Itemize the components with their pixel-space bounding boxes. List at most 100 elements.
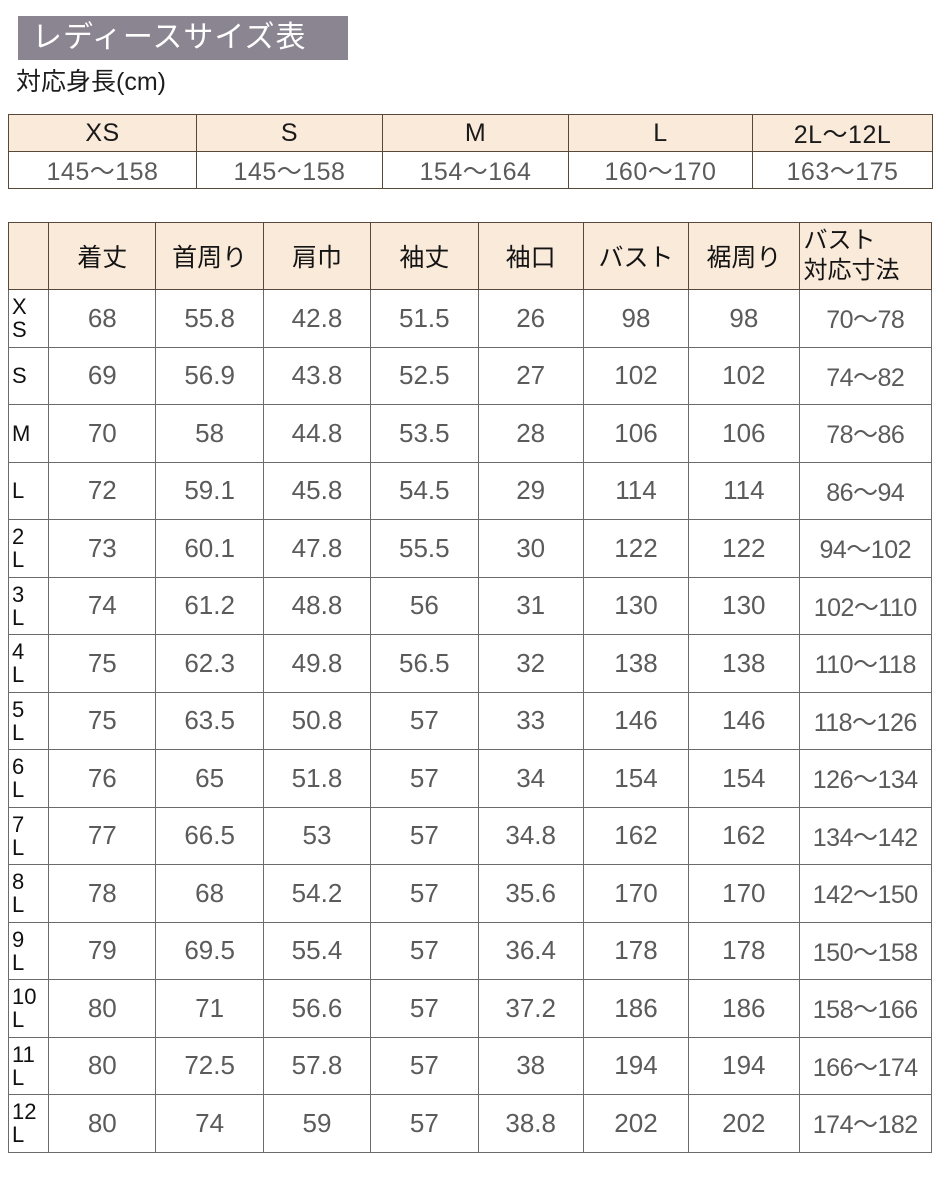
- row-size-label-top: 10: [12, 984, 37, 1010]
- height-table-size-row: XS S M L 2L～12L: [8, 114, 933, 152]
- height-size-cell: M: [382, 114, 569, 152]
- cell-bust-fit-range: 74～82: [798, 346, 932, 405]
- table-cell: 98: [582, 289, 690, 348]
- row-size-label: 10 L: [7, 979, 50, 1038]
- column-header-kubimawari: 首周り: [155, 222, 264, 290]
- table-row: 2 L 73 60.1 47.8 55.5 30 122 122 94～102: [7, 519, 932, 578]
- column-header-sodeguchi: 袖口: [477, 222, 584, 290]
- cell-bust-fit-range: 94～102: [798, 519, 932, 578]
- table-cell: 50.8: [262, 691, 372, 750]
- table-cell: 65: [155, 749, 264, 808]
- row-size-label-top: 11: [12, 1041, 35, 1067]
- table-cell: 35.6: [477, 864, 584, 923]
- cell-bust-fit-range: 102～110: [798, 576, 932, 635]
- column-header-katahaba: 肩巾: [262, 222, 372, 290]
- table-cell: 34: [477, 749, 584, 808]
- table-cell: 80: [48, 979, 157, 1038]
- row-size-label: 11 L: [7, 1036, 50, 1095]
- table-cell: 186: [688, 979, 800, 1038]
- table-cell: 59: [262, 1094, 372, 1153]
- measurements-body: X S 68 55.8 42.8 51.5 26 98 98 70～78 S 69 56.9 43.8 52…: [7, 289, 932, 1153]
- row-size-label-bottom: L: [12, 719, 25, 745]
- table-cell: 58: [155, 404, 264, 463]
- table-cell: 45.8: [262, 461, 372, 520]
- table-cell: 38.8: [477, 1094, 584, 1153]
- height-value-cell: 145～158: [8, 151, 197, 189]
- table-cell: 194: [688, 1036, 800, 1095]
- table-cell: 44.8: [262, 404, 372, 463]
- column-header-susomawari: 裾周り: [688, 222, 800, 290]
- row-size-label: L: [7, 461, 50, 520]
- table-cell: 53.5: [370, 404, 479, 463]
- table-cell: 202: [582, 1094, 690, 1153]
- table-cell: 170: [688, 864, 800, 923]
- table-cell: 47.8: [262, 519, 372, 578]
- table-cell: 56.6: [262, 979, 372, 1038]
- table-cell: 114: [582, 461, 690, 520]
- row-size-label-top: 12: [12, 1099, 37, 1125]
- table-cell: 138: [688, 634, 800, 693]
- table-cell: 30: [477, 519, 584, 578]
- table-cell: 66.5: [155, 806, 264, 865]
- table-cell: 79: [48, 921, 157, 980]
- table-cell: 178: [582, 921, 690, 980]
- cell-bust-fit-range: 70～78: [798, 289, 932, 348]
- table-cell: 72.5: [155, 1036, 264, 1095]
- table-cell: 154: [688, 749, 800, 808]
- table-cell: 68: [48, 289, 157, 348]
- row-size-label-top: 4: [12, 639, 25, 665]
- row-size-label-bottom: L: [12, 892, 25, 918]
- table-cell: 114: [688, 461, 800, 520]
- table-row: 12 L 80 74 59 57 38.8 202 202 174～182: [7, 1094, 932, 1153]
- table-cell: 122: [688, 519, 800, 578]
- table-row: 5 L 75 63.5 50.8 57 33 146 146 118～126: [7, 691, 932, 750]
- table-cell: 32: [477, 634, 584, 693]
- table-cell: 55.5: [370, 519, 479, 578]
- row-size-label-top: S: [12, 363, 27, 389]
- row-size-label: 12 L: [7, 1094, 50, 1153]
- table-cell: 146: [582, 691, 690, 750]
- page-title: レディースサイズ表: [32, 21, 307, 54]
- table-cell: 33: [477, 691, 584, 750]
- title-banner: レディースサイズ表: [18, 16, 348, 60]
- table-cell: 57.8: [262, 1036, 372, 1095]
- height-table-value-row: 145～158 145～158 154～164 160～170 163～175: [8, 151, 933, 189]
- table-cell: 57: [370, 864, 479, 923]
- table-cell: 56: [370, 576, 479, 635]
- table-cell: 70: [48, 404, 157, 463]
- row-size-label-top: 2: [12, 524, 25, 550]
- cell-bust-fit-range: 134～142: [798, 806, 932, 865]
- table-cell: 57: [370, 691, 479, 750]
- row-size-label-top: 7: [12, 811, 25, 837]
- table-cell: 80: [48, 1036, 157, 1095]
- cell-bust-fit-range: 150～158: [798, 921, 932, 980]
- table-cell: 138: [582, 634, 690, 693]
- table-row: 9 L 79 69.5 55.4 57 36.4 178 178 150～158: [7, 921, 932, 980]
- table-row: 8 L 78 68 54.2 57 35.6 170 170 142～150: [7, 864, 932, 923]
- table-cell: 43.8: [262, 346, 372, 405]
- row-size-label-top: 6: [12, 754, 25, 780]
- table-cell: 60.1: [155, 519, 264, 578]
- table-cell: 68: [155, 864, 264, 923]
- table-row: X S 68 55.8 42.8 51.5 26 98 98 70～78: [7, 289, 932, 348]
- table-cell: 31: [477, 576, 584, 635]
- cell-bust-fit-range: 166～174: [798, 1036, 932, 1095]
- table-cell: 106: [688, 404, 800, 463]
- table-cell: 48.8: [262, 576, 372, 635]
- height-size-cell: L: [568, 114, 753, 152]
- row-size-label-bottom: L: [12, 949, 25, 975]
- table-row: 6 L 76 65 51.8 57 34 154 154 126～134: [7, 749, 932, 808]
- table-cell: 37.2: [477, 979, 584, 1038]
- column-header-kitake: 着丈: [48, 222, 157, 290]
- table-cell: 29: [477, 461, 584, 520]
- table-cell: 56.5: [370, 634, 479, 693]
- table-cell: 27: [477, 346, 584, 405]
- table-cell: 57: [370, 921, 479, 980]
- column-header-bust-fit: バスト 対応寸法: [798, 222, 932, 290]
- table-cell: 61.2: [155, 576, 264, 635]
